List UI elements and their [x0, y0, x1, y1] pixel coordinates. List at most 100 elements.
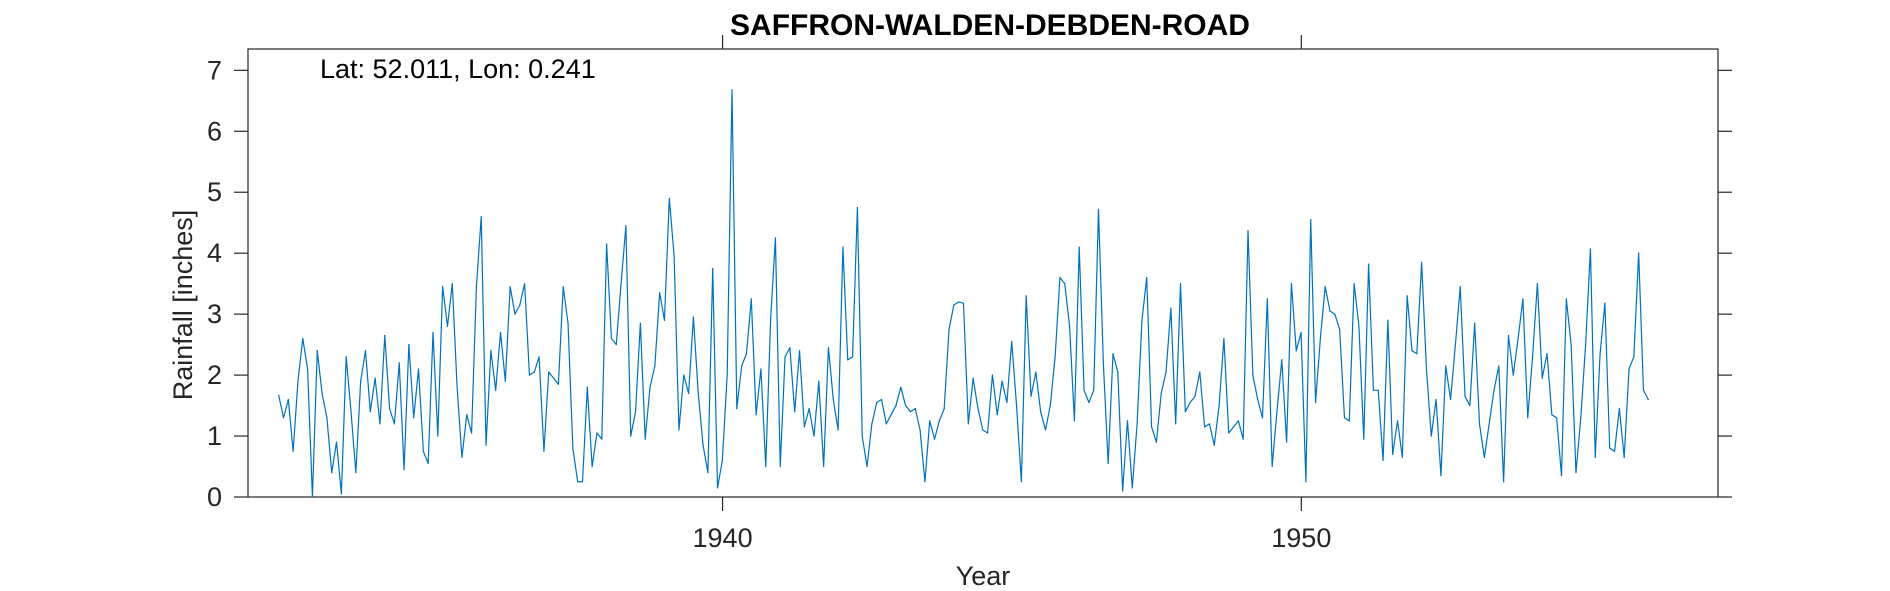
data-point — [823, 465, 825, 468]
data-point — [345, 356, 347, 358]
data-point — [1059, 276, 1061, 279]
data-point — [355, 472, 357, 474]
data-point — [384, 334, 386, 337]
data-point — [552, 377, 555, 379]
data-point — [736, 408, 738, 410]
data-point — [625, 225, 627, 227]
data-point — [1136, 423, 1138, 425]
data-point — [1155, 441, 1157, 443]
data-point — [774, 237, 777, 239]
data-point — [1339, 328, 1341, 330]
data-point — [514, 313, 516, 315]
data-point — [509, 286, 511, 288]
data-point — [432, 331, 434, 334]
data-point — [528, 374, 531, 376]
data-point — [1464, 395, 1466, 398]
data-point — [485, 444, 487, 446]
data-point — [1546, 353, 1548, 355]
data-point — [832, 398, 834, 401]
y-tick-label: 0 — [207, 482, 222, 512]
data-point — [1261, 417, 1264, 419]
data-point — [1425, 368, 1428, 370]
data-point — [1310, 219, 1312, 221]
data-point — [1218, 404, 1220, 407]
data-point — [524, 283, 526, 285]
data-point — [1392, 453, 1394, 455]
data-point — [393, 423, 396, 425]
data-point — [1044, 429, 1047, 431]
data-point — [278, 394, 280, 396]
data-point — [919, 429, 921, 431]
data-point — [630, 435, 632, 437]
data-point — [311, 496, 314, 498]
data-point — [678, 429, 680, 431]
data-point — [1628, 368, 1630, 370]
data-point — [1348, 420, 1350, 422]
data-point — [388, 408, 391, 410]
data-point — [466, 414, 468, 416]
data-point — [1122, 490, 1124, 492]
data-point — [1580, 417, 1582, 419]
data-point — [360, 380, 362, 382]
data-point — [1358, 325, 1360, 327]
data-point — [413, 417, 415, 419]
data-point — [1565, 298, 1567, 300]
data-point — [326, 417, 328, 419]
data-point — [1382, 459, 1384, 462]
y-tick-label: 4 — [207, 238, 222, 268]
data-point — [1179, 283, 1182, 285]
data-point — [929, 420, 931, 422]
data-point — [890, 414, 892, 416]
data-point — [702, 444, 704, 446]
data-point — [948, 328, 950, 330]
data-point — [1117, 371, 1119, 373]
data-point — [287, 398, 289, 401]
data-point — [1011, 340, 1013, 343]
data-point — [1411, 350, 1413, 352]
data-point — [577, 481, 579, 483]
data-point — [403, 468, 405, 471]
data-point — [1242, 438, 1244, 440]
data-point — [755, 414, 757, 416]
data-point — [750, 298, 752, 300]
data-point — [1068, 325, 1071, 327]
data-point — [408, 344, 410, 346]
data-point — [437, 435, 439, 437]
data-point — [1551, 414, 1553, 416]
data-point — [1575, 472, 1577, 474]
data-point — [1165, 371, 1167, 373]
data-point — [567, 322, 569, 324]
data-point — [321, 392, 323, 394]
data-point — [1083, 389, 1085, 391]
data-point — [1314, 401, 1317, 404]
data-point — [1459, 286, 1461, 288]
data-point — [880, 398, 883, 401]
data-point — [1247, 230, 1249, 232]
data-point — [837, 429, 839, 431]
data-point — [1146, 276, 1148, 279]
data-point — [861, 435, 863, 437]
data-point — [543, 450, 545, 452]
data-point — [1343, 417, 1346, 419]
data-point — [1589, 248, 1592, 250]
data-point — [987, 432, 989, 434]
data-point — [1401, 456, 1403, 458]
data-point — [794, 411, 796, 413]
data-point — [668, 197, 670, 199]
data-point — [1223, 337, 1225, 340]
data-point — [1112, 353, 1114, 355]
x-axis-label: Year — [956, 561, 1011, 591]
data-point — [1170, 307, 1172, 309]
data-point — [798, 350, 801, 352]
data-point — [446, 325, 449, 327]
data-point — [470, 432, 473, 434]
data-point — [1445, 365, 1447, 367]
data-point — [1454, 344, 1456, 346]
data-point — [856, 206, 858, 209]
data-point — [958, 301, 960, 303]
data-point — [1040, 411, 1042, 413]
data-point — [1030, 395, 1032, 398]
data-point — [292, 450, 294, 452]
data-point — [1107, 462, 1109, 465]
